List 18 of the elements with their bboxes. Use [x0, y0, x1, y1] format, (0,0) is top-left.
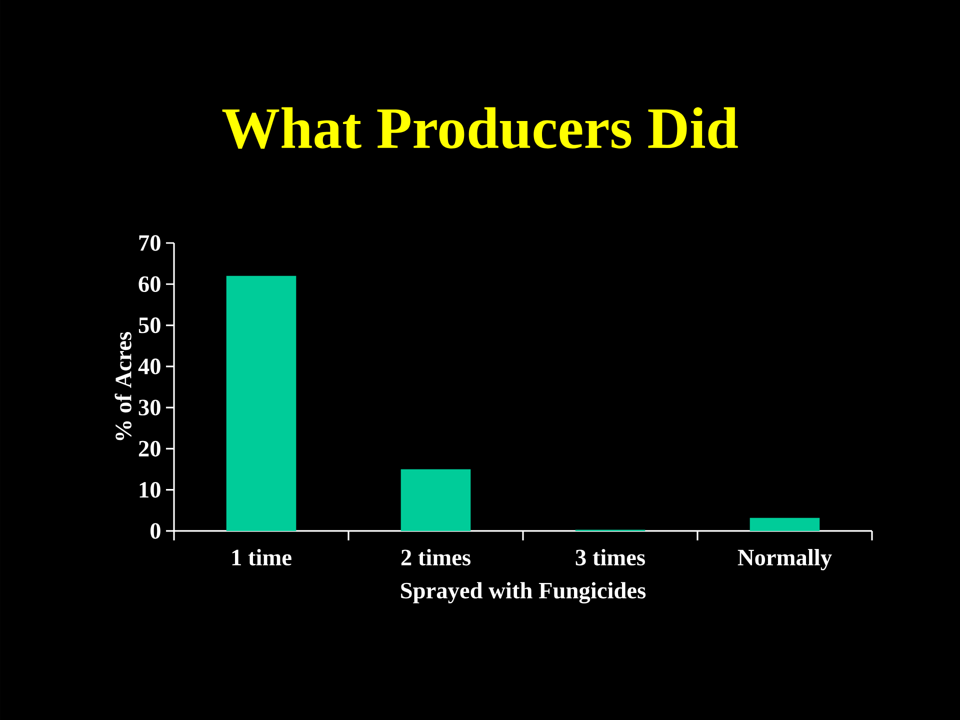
- y-tick-label: 40: [138, 358, 160, 374]
- y-tick-label: 30: [138, 400, 160, 416]
- bar: [226, 276, 296, 531]
- x-tick-label: 2 times: [401, 549, 470, 566]
- bar: [400, 469, 471, 531]
- x-axis-title: Sprayed with Fungicides: [401, 582, 646, 604]
- x-tick-label: 3 times: [576, 549, 645, 566]
- y-tick-label: 10: [140, 482, 160, 498]
- chart-title: What Producers Did: [222, 107, 738, 149]
- y-tick-label: 0: [150, 523, 160, 539]
- y-tick-label: 20: [138, 440, 160, 457]
- bar: [750, 518, 820, 531]
- y-tick-label: 70: [139, 235, 160, 251]
- x-tick-label: Normally: [738, 549, 832, 570]
- y-axis-title: % of Acres: [114, 332, 132, 440]
- y-tick-label: 50: [138, 317, 160, 334]
- x-tick-label: 1 time: [232, 549, 292, 566]
- y-tick-label: 60: [138, 276, 160, 292]
